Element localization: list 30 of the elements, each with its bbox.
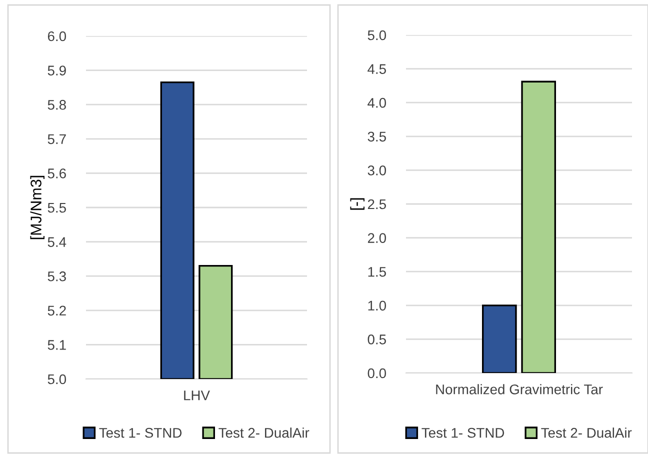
y-tick-label: 5.8 (48, 100, 66, 110)
legend-label: Test 2- DualAir (218, 428, 310, 438)
y-axis-title: [-] (350, 198, 364, 210)
y-axis-title: [MJ/Nm3] (30, 176, 44, 240)
y-tick-label: 3.0 (368, 166, 386, 176)
y-tick-label: 4.5 (368, 64, 386, 74)
y-tick-label: 1.5 (368, 267, 386, 277)
y-tick-label: 5.9 (48, 66, 66, 76)
y-tick-label: 5.6 (48, 168, 66, 178)
y-tick-label: 3.5 (368, 132, 386, 142)
y-tick-label: 5.7 (48, 134, 66, 144)
y-tick-label: 5.4 (48, 237, 66, 247)
legend-label: Test 2- DualAir (541, 428, 632, 438)
y-tick-label: 0.0 (368, 368, 386, 378)
x-tick-label: Normalized Gravimetric Tar (436, 384, 603, 394)
x-tick-label: LHV (184, 390, 210, 400)
y-tick-label: 5.0 (368, 30, 386, 40)
legend-label: Test 1- STND (99, 428, 182, 438)
y-tick-label: 5.0 (48, 374, 66, 384)
y-tick-label: 1.0 (368, 300, 386, 311)
y-tick-label: 5.3 (48, 271, 66, 282)
y-tick-label: 2.5 (368, 199, 386, 210)
legend-label: Test 1- STND (422, 428, 504, 438)
y-tick-label: 4.0 (368, 98, 386, 108)
y-tick-label: 5.2 (48, 306, 66, 316)
y-tick-label: 6.0 (48, 31, 66, 42)
y-tick-label: 5.1 (48, 340, 66, 350)
y-tick-label: 2.0 (368, 233, 386, 243)
y-tick-label: 0.5 (368, 334, 386, 344)
y-tick-label: 5.5 (48, 202, 66, 213)
